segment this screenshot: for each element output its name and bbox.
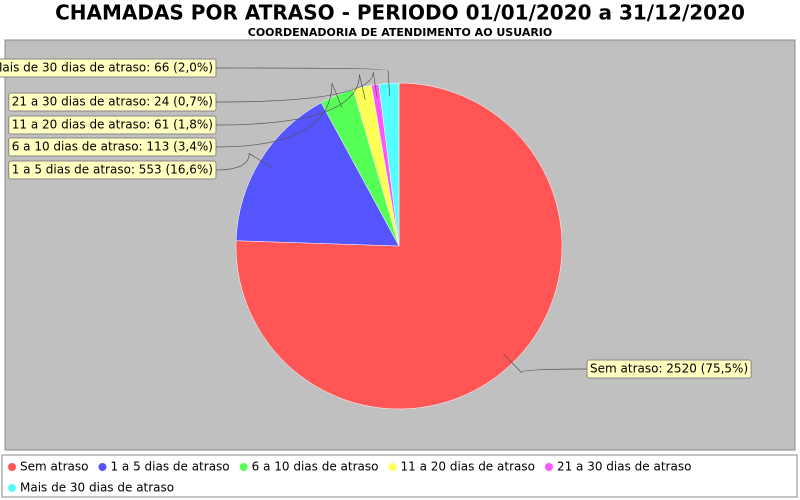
label-text: Sem atraso: 2520 (75,5%) bbox=[590, 362, 748, 376]
leader-line bbox=[215, 67, 391, 97]
legend-label: 1 a 5 dias de atraso bbox=[110, 460, 229, 474]
legend-marker bbox=[98, 463, 107, 471]
leader-line bbox=[215, 71, 378, 103]
legend-box bbox=[1, 454, 798, 498]
leader-line bbox=[503, 353, 588, 374]
legend-marker bbox=[544, 463, 553, 471]
legend-label: 11 a 20 dias de atraso bbox=[400, 460, 534, 474]
data-label: 6 a 10 dias de atraso: 113 (3,4%) bbox=[8, 137, 217, 157]
data-label: 1 a 5 dias de atraso: 553 (16,6%) bbox=[8, 160, 217, 180]
legend-label: 6 a 10 dias de atraso bbox=[252, 460, 379, 474]
legend-marker bbox=[239, 463, 248, 471]
legend-label: Mais de 30 dias de atraso bbox=[20, 481, 174, 495]
legend-marker bbox=[8, 484, 16, 492]
data-label: 21 a 30 dias de atraso: 24 (0,7%) bbox=[8, 92, 217, 112]
label-text: 21 a 30 dias de atraso: 24 (0,7%) bbox=[12, 95, 213, 109]
label-text: 11 a 20 dias de atraso: 61 (1,8%) bbox=[12, 118, 213, 132]
leader-line bbox=[215, 152, 272, 171]
label-text: Mais de 30 dias de atraso: 66 (2,0%) bbox=[0, 61, 213, 75]
chart-subtitle: COORDENADORIA DE ATENDIMENTO AO USUARIO bbox=[248, 26, 553, 39]
legend-marker bbox=[388, 463, 397, 471]
legend-marker bbox=[8, 463, 16, 471]
data-label: 11 a 20 dias de atraso: 61 (1,8%) bbox=[8, 115, 217, 135]
chart-title: CHAMADAS POR ATRASO - PERIODO 01/01/2020… bbox=[55, 1, 745, 25]
data-label: Sem atraso: 2520 (75,5%) bbox=[586, 359, 752, 379]
label-text: 6 a 10 dias de atraso: 113 (3,4%) bbox=[12, 140, 213, 154]
legend-label: 21 a 30 dias de atraso bbox=[557, 460, 691, 474]
leader-line bbox=[215, 74, 366, 126]
leader-line bbox=[215, 83, 343, 148]
data-label: Mais de 30 dias de atraso: 66 (2,0%) bbox=[0, 58, 217, 78]
legend-label: Sem atraso bbox=[20, 460, 88, 474]
label-text: 1 a 5 dias de atraso: 553 (16,6%) bbox=[12, 163, 213, 177]
